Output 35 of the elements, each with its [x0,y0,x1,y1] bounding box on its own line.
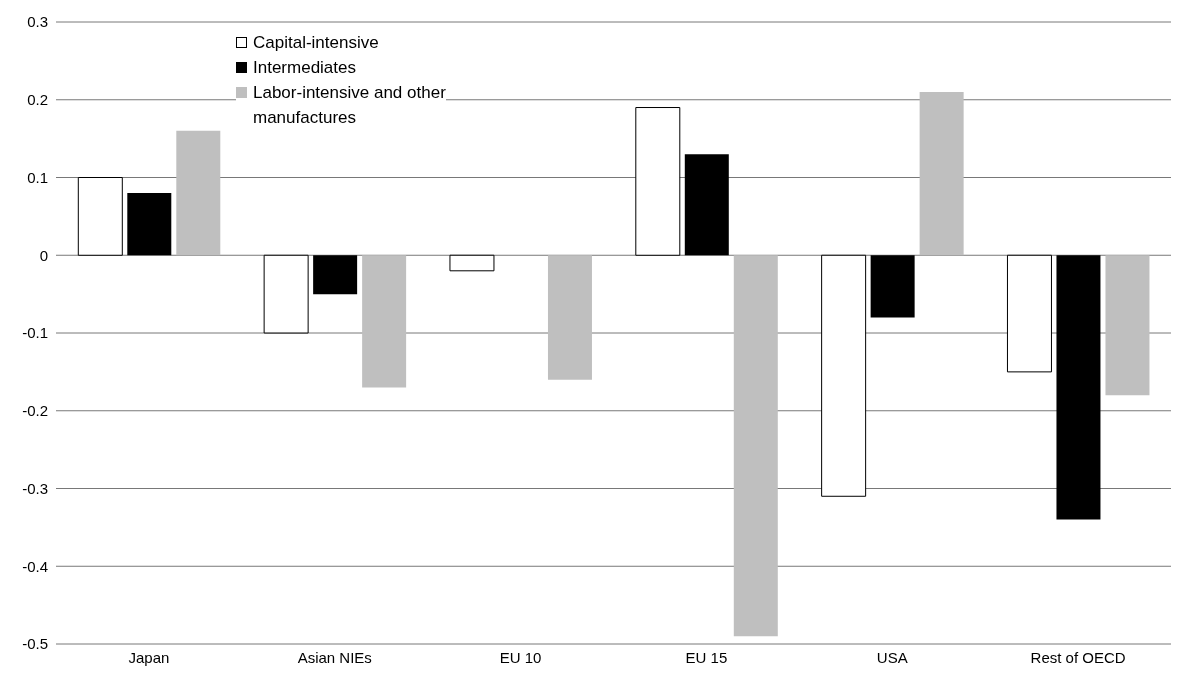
y-tick-label: 0.3 [27,13,48,31]
x-tick-label: USA [876,648,908,666]
bar [821,254,867,497]
bar [176,130,221,256]
bar [547,255,592,380]
bar [919,91,964,256]
y-tick-label: -0.5 [22,635,48,653]
bar [1105,255,1150,396]
bar [127,193,172,256]
legend-label: Labor-intensive and other manufactures [253,82,446,129]
y-tick-label: -0.2 [22,402,48,420]
bar [733,255,778,637]
bar [77,177,123,256]
bar [1006,254,1052,373]
legend-label: Capital-intensive [253,32,379,54]
bar [1056,255,1101,520]
x-tick-label: EU 15 [685,648,728,666]
y-tick-label: 0.1 [27,168,48,186]
y-tick-label: 0 [39,246,48,264]
y-tick-label: -0.1 [22,324,48,342]
x-tick-label: Japan [128,648,170,666]
x-tick-label: EU 10 [499,648,542,666]
bar [263,254,309,334]
y-tick-label: -0.3 [22,479,48,497]
bar [635,107,681,256]
bar [362,255,407,388]
x-tick-label: Asian NIEs [297,648,372,666]
bar [313,255,358,295]
bar [870,255,915,318]
legend-label: Intermediates [253,57,356,79]
y-tick-label: 0.2 [27,91,48,109]
y-tick-label: -0.4 [22,557,48,575]
bar [684,154,729,256]
x-tick-label: Rest of OECD [1030,648,1126,666]
bar [449,254,495,272]
